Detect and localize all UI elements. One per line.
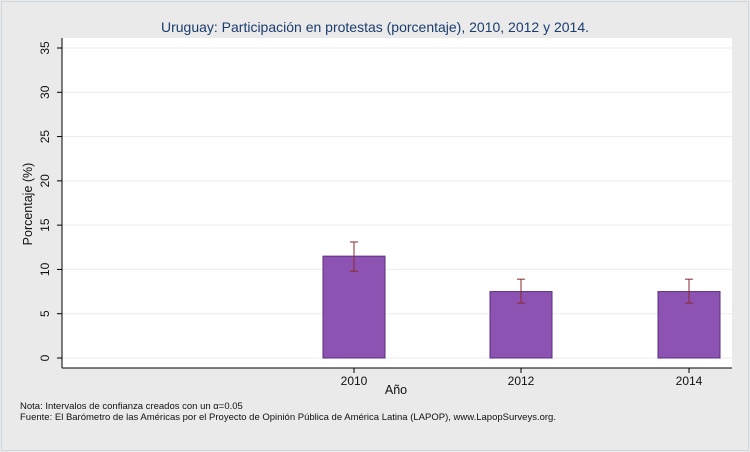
x-tick-label: 2014 <box>676 374 703 388</box>
plot-background <box>62 38 732 368</box>
chart-title: Uruguay: Participación en protestas (por… <box>161 19 589 35</box>
y-tick-label: 30 <box>38 85 52 99</box>
x-tick-label: 2012 <box>508 374 535 388</box>
source-note: Fuente: El Barómetro de las Américas por… <box>20 412 556 423</box>
x-axis-title: Año <box>385 383 407 397</box>
confidence-note: Nota: Intervalos de confianza creados co… <box>20 401 243 412</box>
y-axis-title: Porcentaje (%) <box>21 163 35 246</box>
y-tick-label: 25 <box>38 130 52 144</box>
y-tick-label: 10 <box>38 262 52 276</box>
y-tick-label: 5 <box>38 310 52 317</box>
plot-area: 0 5 10 15 20 25 30 35 2010 2012 2014 <box>38 38 732 388</box>
y-tick-label: 0 <box>38 354 52 361</box>
y-tick-label: 20 <box>38 174 52 188</box>
y-tick-label: 15 <box>38 218 52 232</box>
y-tick-label: 35 <box>38 41 52 55</box>
x-tick-label: 2010 <box>341 374 368 388</box>
